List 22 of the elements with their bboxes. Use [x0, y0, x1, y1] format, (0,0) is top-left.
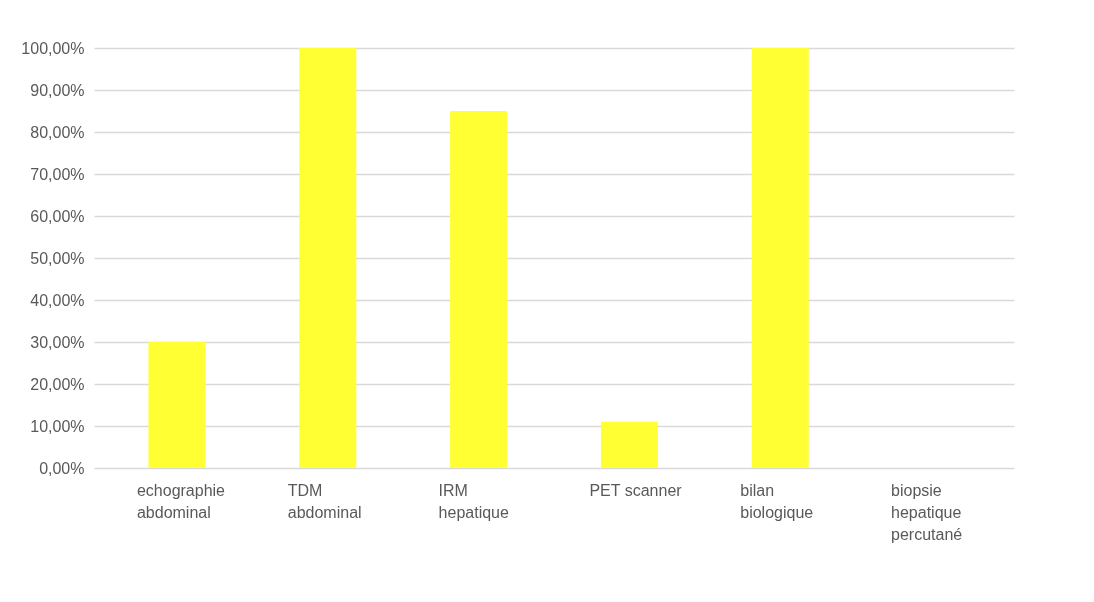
y-tick-label: 0,00%	[39, 459, 85, 477]
y-tick-label: 50,00%	[30, 249, 85, 267]
bar	[450, 111, 508, 468]
y-tick-label: 70,00%	[30, 165, 85, 183]
x-tick-label: biopsie hepatique percutané	[891, 481, 963, 543]
bar	[148, 342, 206, 468]
bar	[600, 421, 658, 468]
x-tick-label: TDM abdominal	[287, 481, 362, 521]
bar	[299, 48, 357, 468]
x-tick-label: PET scanner	[589, 481, 683, 499]
y-tick-label: 60,00%	[30, 207, 85, 225]
y-tick-label: 30,00%	[30, 333, 85, 351]
y-tick-label: 10,00%	[30, 417, 85, 435]
x-tick-label: echographie abdominal	[136, 481, 226, 521]
y-tick-label: 100,00%	[21, 39, 85, 57]
y-tick-label: 90,00%	[30, 81, 85, 99]
y-tick-label: 40,00%	[30, 291, 85, 309]
x-tick-label: IRM hepatique	[438, 481, 509, 521]
y-tick-label: 20,00%	[30, 375, 85, 393]
x-tick-label: bilan biologique	[740, 481, 814, 521]
y-tick-label: 80,00%	[30, 123, 85, 141]
bar	[751, 48, 809, 468]
